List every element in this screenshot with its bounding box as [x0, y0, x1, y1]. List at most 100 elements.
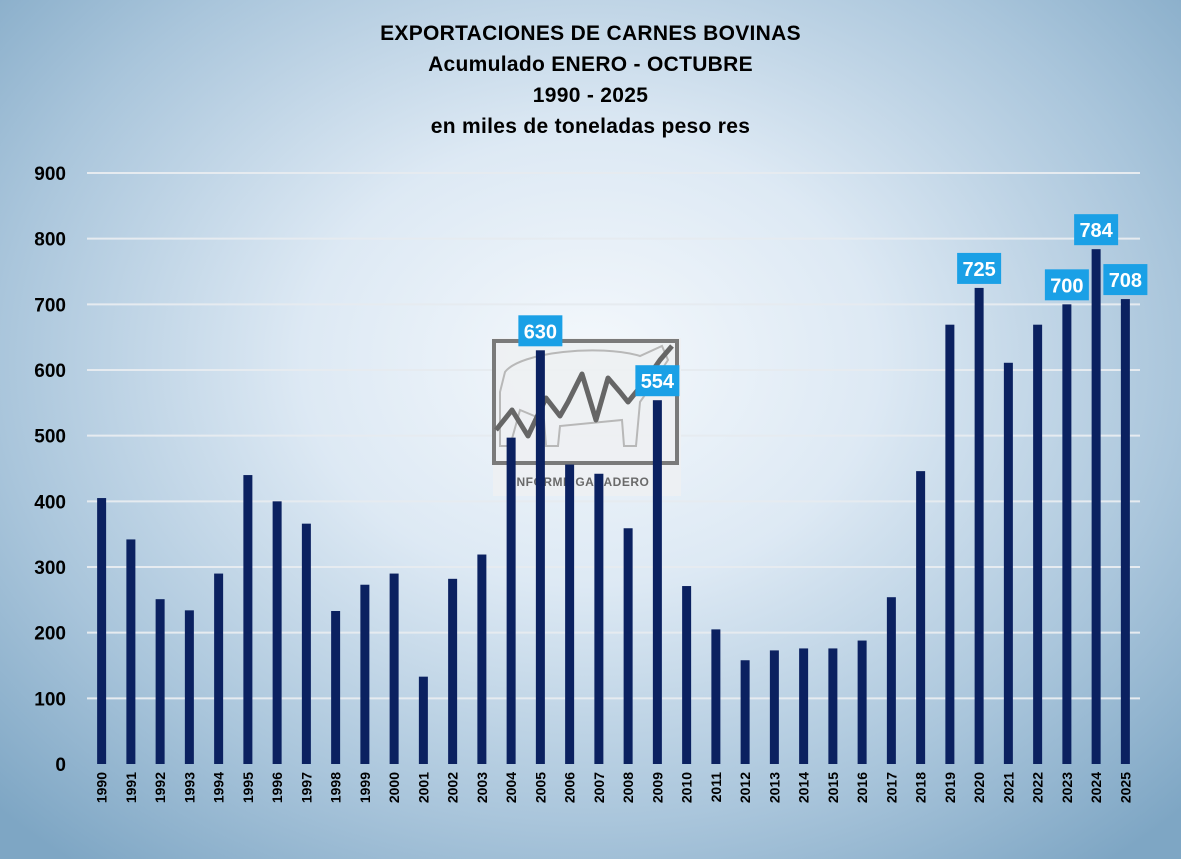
x-tick-label: 2020: [971, 772, 987, 803]
bar-2010: [682, 586, 692, 764]
bar-1995: [243, 475, 253, 764]
chart-title: EXPORTACIONES DE CARNES BOVINAS: [380, 22, 801, 45]
y-tick-label: 100: [34, 689, 66, 710]
bar-2021: [1003, 362, 1013, 764]
x-tick-label: 1998: [328, 772, 344, 803]
bar-2011: [711, 629, 721, 764]
y-tick-label: 500: [34, 427, 66, 448]
data-label-box-2009: [635, 365, 680, 397]
y-tick-label: 700: [34, 295, 66, 316]
x-tick-label: 2004: [503, 772, 519, 803]
data-label-box-2025: [1103, 264, 1148, 296]
x-tick-label: 1990: [94, 772, 110, 803]
x-tick-label: 2025: [1117, 772, 1133, 803]
x-tick-label: 2010: [679, 772, 695, 803]
data-label-box-2024: [1074, 214, 1119, 246]
x-tick-label: 2024: [1088, 772, 1104, 803]
x-tick-label: 2003: [474, 772, 490, 803]
bar-2022: [1033, 324, 1043, 764]
bar-2025: [1120, 299, 1130, 764]
bar-1994: [214, 573, 224, 764]
x-tick-label: 2002: [445, 772, 461, 803]
data-label-box-2023: [1044, 269, 1089, 301]
data-label-2005: 630: [524, 321, 557, 343]
y-tick-label: 400: [34, 492, 66, 513]
x-tick-label: 1994: [211, 772, 227, 803]
x-tick-label: 2018: [913, 772, 929, 803]
bar-1997: [301, 523, 311, 764]
x-tick-label: 2007: [591, 772, 607, 803]
x-tick-label: 1997: [298, 772, 314, 803]
bar-1998: [331, 610, 341, 764]
bar-1996: [272, 501, 282, 764]
y-axis-tick-labels: 0 100 200 300 400 500 600 700 800 900: [34, 164, 66, 776]
y-tick-label: 0: [55, 755, 66, 776]
x-tick-label: 1992: [152, 772, 168, 803]
bar-2019: [945, 324, 955, 764]
x-tick-label: 1993: [181, 772, 197, 803]
data-label-2023: 700: [1050, 275, 1083, 297]
bar-2017: [886, 597, 896, 764]
x-tick-label: 2016: [854, 772, 870, 803]
bar-1991: [126, 539, 136, 764]
data-label-box-2020: [957, 252, 1002, 284]
x-tick-label: 2021: [1000, 772, 1016, 803]
x-tick-label: 2011: [708, 772, 724, 803]
data-label-box-2005: [518, 315, 563, 347]
x-tick-label: 1991: [123, 772, 139, 803]
bars: [97, 249, 1130, 764]
data-label-2020: 725: [962, 259, 995, 281]
chart-titles: EXPORTACIONES DE CARNES BOVINAS Acumulad…: [0, 18, 1181, 142]
x-tick-label: 2009: [649, 772, 665, 803]
bar-1999: [360, 584, 370, 764]
x-tick-label: 2017: [883, 772, 899, 803]
bar-2020: [974, 287, 984, 764]
x-tick-label: 2001: [415, 772, 431, 803]
bar-2016: [857, 640, 867, 764]
bar-2013: [769, 650, 779, 764]
x-tick-label: 2022: [1030, 772, 1046, 803]
bar-2015: [828, 648, 838, 764]
bar-2012: [740, 660, 750, 764]
bar-2005: [535, 350, 545, 764]
x-tick-label: 2006: [562, 772, 578, 803]
y-tick-label: 300: [34, 558, 66, 579]
x-tick-label: 2014: [796, 772, 812, 803]
x-tick-label: 2013: [766, 772, 782, 803]
data-labels: 630 554 725 700 784 708: [518, 214, 1148, 397]
bar-2007: [594, 473, 604, 764]
bar-2006: [565, 464, 575, 764]
data-label-2025: 708: [1109, 270, 1142, 292]
bar-2024: [1091, 249, 1101, 764]
x-axis-tick-labels: 1990 1991 1992 1993 1994 1995 1996 1997 1998 1999…: [94, 772, 1134, 803]
y-tick-label: 600: [34, 361, 66, 382]
x-tick-label: 1999: [357, 772, 373, 803]
x-tick-label: 2012: [737, 772, 753, 803]
bar-2014: [799, 648, 809, 764]
bar-1992: [155, 599, 165, 764]
bar-1993: [184, 610, 194, 764]
x-tick-label: 2023: [1059, 772, 1075, 803]
watermark-logo: INFORME GANADERO: [492, 338, 681, 496]
bar-2003: [477, 554, 487, 764]
bar-2018: [916, 471, 926, 764]
y-tick-label: 800: [34, 230, 66, 251]
x-tick-label: 2019: [942, 772, 958, 803]
bar-1990: [97, 498, 107, 764]
x-tick-label: 2015: [825, 772, 841, 803]
chart-subtitle-line-2: 1990 - 2025: [532, 84, 649, 107]
y-tick-label: 200: [34, 624, 66, 645]
y-tick-label: 900: [34, 164, 66, 185]
x-tick-label: 2000: [386, 772, 402, 803]
data-label-2024: 784: [1079, 220, 1113, 242]
bar-2004: [506, 437, 516, 764]
chart-subtitle-line-3: en miles de toneladas peso res: [430, 115, 751, 138]
watermark-text: INFORME GANADERO: [513, 475, 650, 489]
bar-2000: [389, 573, 399, 764]
bar-2008: [623, 528, 633, 764]
bar-2002: [448, 578, 458, 764]
x-tick-label: 2005: [532, 772, 548, 803]
x-tick-label: 1996: [269, 772, 285, 803]
